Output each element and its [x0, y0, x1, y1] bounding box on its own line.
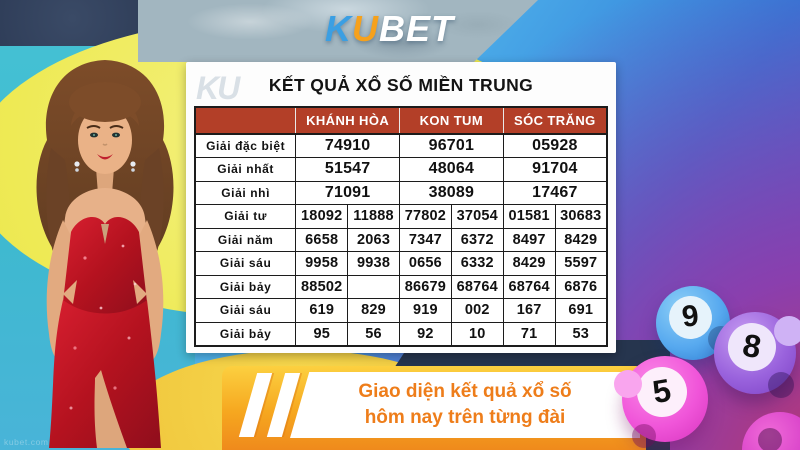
corner-cell [194, 106, 297, 135]
prize-value: 6332 [450, 251, 504, 276]
table-row: Giải sáu 619 829 919 002 167 691 [194, 298, 608, 323]
prize-value: 68764 [502, 274, 556, 299]
prize-value: 5597 [554, 251, 608, 276]
logo-letter-u: U [352, 8, 379, 49]
logo-letter-k: K [325, 8, 352, 49]
prize-label: Giải sáu [194, 251, 297, 276]
prize-value: 8429 [502, 251, 556, 276]
table-row: Giải sáu 9958 9938 0656 6332 8429 5597 [194, 251, 608, 276]
prize-value: 56 [347, 321, 400, 346]
prize-label: Giải đặc biệt [194, 133, 297, 158]
results-table: KHÁNH HÒA KON TUM SÓC TRĂNG Giải đặc biệ… [194, 106, 608, 347]
prize-value: 11888 [347, 204, 400, 229]
table-row: Giải nhất 51547 48064 91704 [194, 157, 608, 182]
table-row: Giải đặc biệt 74910 96701 05928 [194, 133, 608, 158]
prize-value: 77802 [398, 204, 452, 229]
prize-label: Giải nhất [194, 157, 297, 182]
logo-letters-bet: BET [379, 8, 454, 49]
marble-texture-band [138, 0, 538, 62]
prize-value: 95 [295, 321, 349, 346]
prize-value: 92 [398, 321, 452, 346]
prize-label: Giải bảy [194, 274, 297, 299]
prize-value: 74910 [295, 133, 400, 158]
banner-line-1: Giao diện kết quả xổ số [358, 381, 572, 403]
prize-value: 10 [450, 321, 504, 346]
prize-value: 51547 [295, 157, 400, 182]
prize-value: 96701 [398, 133, 504, 158]
ball-patch [632, 424, 656, 448]
prize-value: 6658 [295, 227, 349, 252]
prize-value: 71091 [295, 180, 400, 205]
prize-value: 71 [502, 321, 556, 346]
prize-label: Giải bảy [194, 321, 297, 346]
ball-patch [768, 372, 794, 398]
table-row: Giải năm 6658 2063 7347 6372 8497 8429 [194, 227, 608, 252]
prize-value: 691 [554, 298, 608, 323]
banner-text-plate: Giao diện kết quả xổ số hôm nay trên từn… [290, 372, 640, 438]
prize-value: 53 [554, 321, 608, 346]
prize-value: 919 [398, 298, 452, 323]
ball-number: 5 [632, 363, 691, 421]
prize-value: 619 [295, 298, 349, 323]
ball-patch [758, 428, 782, 450]
prize-value: 7347 [398, 227, 452, 252]
prize-value: 88502 [295, 274, 349, 299]
table-row: Giải bảy 95 56 92 10 71 53 [194, 321, 608, 346]
lottery-ball-5: 5 [614, 356, 708, 448]
kubet-logo: KUBET [325, 8, 454, 50]
lottery-ball-8: 8 [714, 312, 800, 398]
prize-value: 6372 [450, 227, 504, 252]
prize-value: 8429 [554, 227, 608, 252]
results-title: KẾT QUẢ XỔ SỐ MIỀN TRUNG [268, 75, 534, 95]
results-tbody: Giải đặc biệt 74910 96701 05928 Giải nhất 515… [194, 133, 608, 346]
prize-value: 167 [502, 298, 556, 323]
prize-value: 68764 [450, 274, 504, 299]
banner-stripe [238, 373, 273, 437]
header-row: KHÁNH HÒA KON TUM SÓC TRĂNG [194, 106, 608, 135]
column-khanh-hoa: KHÁNH HÒA [295, 106, 400, 135]
prize-value: 829 [347, 298, 400, 323]
prize-value [347, 274, 400, 299]
prize-value: 6876 [554, 274, 608, 299]
prize-value: 0656 [398, 251, 452, 276]
prize-label: Giải nhì [194, 180, 297, 205]
prize-value: 9938 [347, 251, 400, 276]
prize-value: 9958 [295, 251, 349, 276]
ball-patch [774, 316, 800, 346]
banner-line-2: hôm nay trên từng đài [364, 407, 566, 428]
prize-value: 2063 [347, 227, 400, 252]
lottery-ball-partial [742, 412, 800, 450]
panel-watermark-logo: KU [196, 70, 240, 106]
prize-value: 01581 [502, 204, 556, 229]
ball-patch [614, 370, 642, 398]
prize-value: 002 [450, 298, 504, 323]
ball-number: 9 [666, 293, 714, 341]
prize-label: Giải sáu [194, 298, 297, 323]
prize-value: 17467 [502, 180, 608, 205]
prize-value: 37054 [450, 204, 504, 229]
prize-value: 30683 [554, 204, 608, 229]
prize-value: 48064 [398, 157, 504, 182]
bottom-banner: Giao diện kết quả xổ số hôm nay trên từn… [222, 366, 646, 450]
table-row: Giải bảy 88502 86679 68764 68764 6876 [194, 274, 608, 299]
ball-number: 8 [724, 318, 780, 374]
prize-label: Giải tư [194, 204, 297, 229]
table-row: Giải nhì 71091 38089 17467 [194, 180, 608, 205]
prize-label: Giải năm [194, 227, 297, 252]
model-photo [36, 60, 174, 448]
prize-value: 8497 [502, 227, 556, 252]
table-row: Giải tư 18092 11888 77802 37054 01581 30683 [194, 204, 608, 229]
prize-value: 86679 [398, 274, 452, 299]
photo-watermark: kubet.com [4, 437, 49, 447]
column-soc-trang: SÓC TRĂNG [502, 106, 608, 135]
prize-value: 18092 [295, 204, 349, 229]
results-panel: KU KẾT QUẢ XỔ SỐ MIỀN TRUNG KHÁNH HÒA KO… [186, 62, 616, 353]
prize-value: 91704 [502, 157, 608, 182]
prize-value: 05928 [502, 133, 608, 158]
prize-value: 38089 [398, 180, 504, 205]
column-kon-tum: KON TUM [398, 106, 504, 135]
